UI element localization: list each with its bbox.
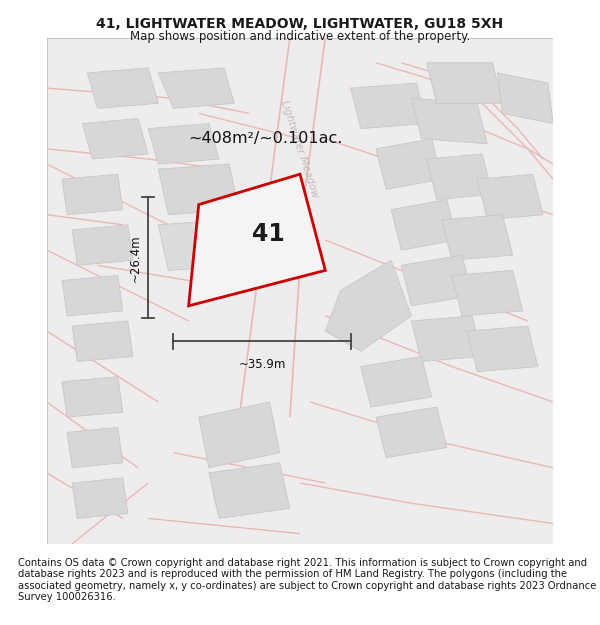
Text: Lightwater Meadow: Lightwater Meadow: [280, 99, 320, 199]
Polygon shape: [62, 174, 123, 214]
Polygon shape: [158, 68, 234, 108]
Polygon shape: [412, 316, 482, 361]
Polygon shape: [72, 478, 128, 519]
Polygon shape: [148, 124, 219, 164]
Polygon shape: [325, 260, 412, 351]
Text: Map shows position and indicative extent of the property.: Map shows position and indicative extent…: [130, 30, 470, 43]
Polygon shape: [427, 154, 493, 199]
Polygon shape: [427, 62, 503, 103]
Polygon shape: [477, 174, 543, 220]
Polygon shape: [412, 98, 487, 144]
Polygon shape: [350, 83, 427, 129]
Text: ~26.4m: ~26.4m: [129, 234, 142, 281]
Polygon shape: [62, 276, 123, 316]
Polygon shape: [158, 164, 239, 214]
Polygon shape: [497, 73, 553, 124]
Polygon shape: [361, 356, 431, 407]
Polygon shape: [401, 255, 472, 306]
Polygon shape: [88, 68, 158, 108]
Polygon shape: [452, 271, 523, 316]
Polygon shape: [376, 407, 447, 458]
Polygon shape: [376, 139, 442, 189]
Polygon shape: [188, 174, 325, 306]
Polygon shape: [62, 377, 123, 418]
Polygon shape: [442, 214, 512, 260]
Polygon shape: [82, 119, 148, 159]
Polygon shape: [209, 462, 290, 519]
Polygon shape: [467, 326, 538, 372]
Polygon shape: [72, 225, 133, 265]
Polygon shape: [158, 220, 239, 271]
Text: Contains OS data © Crown copyright and database right 2021. This information is : Contains OS data © Crown copyright and d…: [18, 558, 596, 602]
Text: ~35.9m: ~35.9m: [238, 357, 286, 371]
Polygon shape: [391, 199, 457, 250]
Text: 41: 41: [252, 222, 285, 246]
Text: 41, LIGHTWATER MEADOW, LIGHTWATER, GU18 5XH: 41, LIGHTWATER MEADOW, LIGHTWATER, GU18 …: [97, 18, 503, 31]
Text: ~408m²/~0.101ac.: ~408m²/~0.101ac.: [188, 131, 343, 146]
Polygon shape: [67, 428, 123, 468]
Polygon shape: [199, 402, 280, 468]
Polygon shape: [72, 321, 133, 361]
